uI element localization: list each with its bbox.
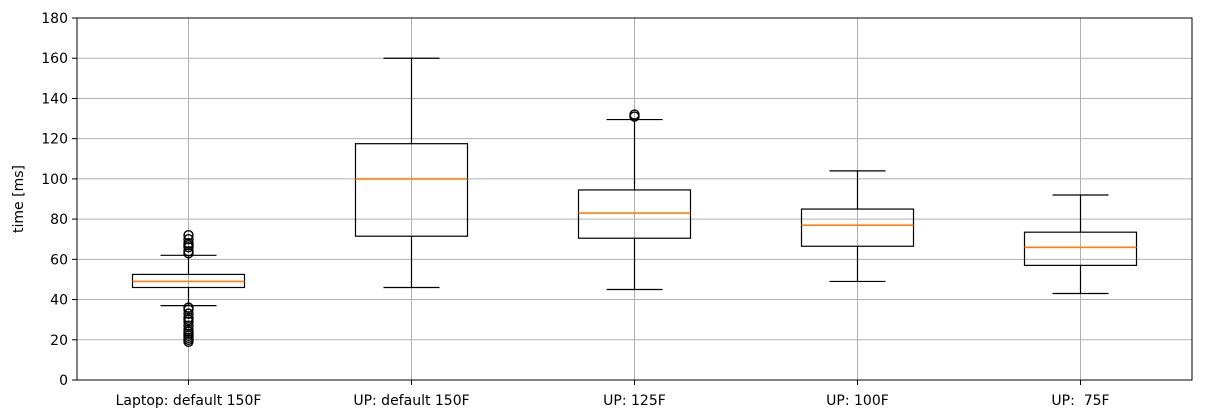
iqr-box: [800, 208, 915, 247]
y-tick-label: 120: [41, 132, 68, 148]
y-tick-label: 100: [41, 172, 68, 188]
box-group: [800, 170, 915, 283]
y-axis: 0 20 40 60 80 100 120 140 160 180: [41, 11, 77, 389]
y-axis-label: time [ms]: [11, 165, 27, 233]
y-tick-label: 60: [50, 252, 68, 268]
outlier-point: [183, 316, 194, 327]
outlier-point: [183, 336, 194, 347]
y-tick-label: 140: [41, 91, 68, 107]
box-group: [131, 229, 246, 347]
x-axis: Laptop: default 150F UP: default 150F UP: …: [116, 380, 1110, 409]
y-tick-label: 160: [41, 51, 68, 67]
outlier-point: [183, 234, 194, 245]
outlier-point: [183, 229, 194, 241]
outlier-point: [183, 304, 194, 315]
y-tick-label: 40: [50, 293, 68, 309]
box-group: [1023, 194, 1138, 295]
iqr-box: [1023, 231, 1138, 266]
y-tick-label: 80: [50, 212, 68, 228]
y-tick-label: 180: [41, 11, 68, 27]
x-tick-label: UP: 75F: [1051, 393, 1109, 409]
box-group: [577, 109, 692, 291]
outlier-point: [629, 109, 640, 120]
outlier-point: [183, 238, 194, 249]
box-series: [131, 57, 1138, 347]
x-tick-label: Laptop: default 150F: [116, 393, 262, 409]
iqr-box: [577, 189, 692, 239]
outlier-point: [183, 320, 194, 331]
x-tick-label: UP: 100F: [826, 393, 889, 409]
x-tick-label: UP: default 150F: [353, 393, 469, 409]
iqr-box: [354, 143, 469, 237]
y-tick-label: 20: [50, 333, 68, 349]
x-tick-label: UP: 125F: [603, 393, 666, 409]
outlier-point: [183, 246, 194, 257]
outlier-point: [183, 308, 194, 319]
box-group: [354, 57, 469, 289]
y-tick-label: 0: [59, 373, 68, 389]
